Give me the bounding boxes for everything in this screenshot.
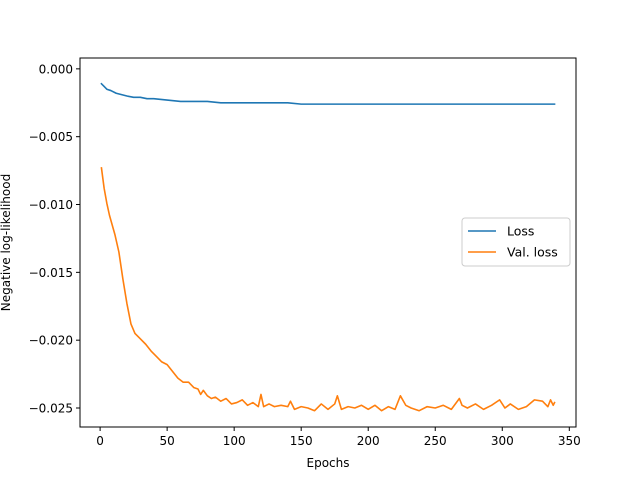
- x-axis-label: Epochs: [307, 456, 350, 470]
- y-tick-label: 0.000: [39, 62, 73, 76]
- y-axis-label: Negative log-likelihood: [0, 174, 13, 311]
- x-tick-label: 100: [223, 434, 246, 448]
- y-tick-label: −0.020: [29, 334, 73, 348]
- x-tick-label: 300: [491, 434, 514, 448]
- x-tick-label: 50: [159, 434, 174, 448]
- y-tick-label: −0.015: [29, 266, 73, 280]
- legend-frame: [461, 217, 571, 267]
- x-tick-label: 0: [96, 434, 104, 448]
- axes-frame: [79, 57, 577, 428]
- legend-val-loss-label: Val. loss: [507, 245, 558, 260]
- y-tick-label: −0.025: [29, 402, 73, 416]
- val-loss-series-line: [100, 166, 556, 412]
- y-tick-label: −0.005: [29, 130, 73, 144]
- ticks-layer: 0 50 100 150 200 250 300 350 0.000 −0.005 −0.010 −0…: [29, 62, 581, 448]
- x-tick-label: 200: [357, 434, 380, 448]
- legend: Loss Val. loss: [461, 217, 571, 267]
- x-tick-label: 150: [290, 434, 313, 448]
- series-layer: [100, 82, 556, 412]
- x-tick-label: 350: [558, 434, 581, 448]
- loss-series-line: [100, 82, 556, 105]
- y-tick-label: −0.010: [29, 198, 73, 212]
- legend-loss-label: Loss: [507, 224, 534, 239]
- x-tick-label: 250: [424, 434, 447, 448]
